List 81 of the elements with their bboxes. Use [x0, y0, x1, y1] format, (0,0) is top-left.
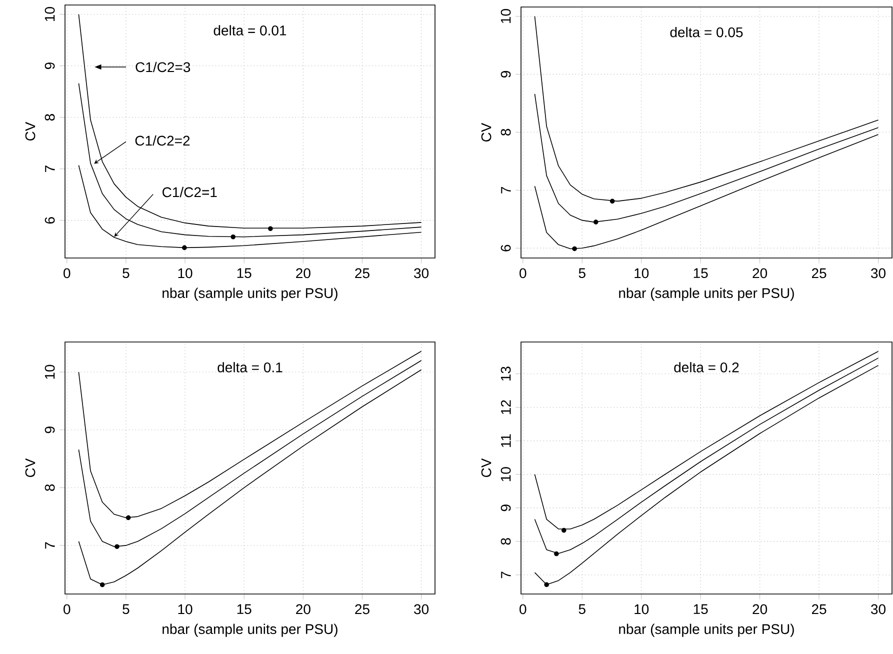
- y-tick-label: 10: [500, 467, 511, 482]
- x-tick-label: 0: [64, 604, 70, 614]
- annotation: C1/C2=3: [136, 62, 190, 72]
- point: [100, 582, 105, 588]
- x-tick-label: 30: [871, 268, 886, 278]
- y-tick-label: 9: [500, 71, 511, 78]
- y-axis-title: CV: [25, 458, 36, 478]
- y-tick-label: 7: [45, 542, 55, 549]
- y-tick-label: 6: [44, 217, 55, 224]
- x-axis-title: nbar (sample units per PSU): [619, 624, 794, 637]
- y-tick-label: 8: [44, 114, 55, 121]
- x-axis-title: nbar (sample units per PSU): [162, 288, 338, 301]
- x-tick-label: 10: [634, 268, 649, 278]
- annotation: delta = 0.01: [214, 25, 286, 36]
- y-tick-label: 10: [44, 7, 55, 21]
- y-tick-label: 8: [500, 538, 511, 545]
- x-tick-label: 30: [414, 604, 429, 614]
- x-axis-title: nbar (sample units per PSU): [162, 624, 338, 637]
- y-tick-label: 6: [500, 244, 511, 252]
- x-tick-label: 15: [694, 604, 708, 614]
- y-axis-title: CV: [25, 122, 36, 141]
- x-tick-label: 30: [871, 604, 886, 614]
- annotation: C1/C2=1: [162, 186, 217, 198]
- x-tick-label: 10: [178, 268, 192, 278]
- x-tick-label: 30: [414, 268, 429, 278]
- point: [544, 582, 549, 588]
- y-tick-label: 9: [500, 504, 511, 512]
- x-tick-label: 25: [355, 268, 370, 278]
- x-tick-label: 20: [752, 268, 768, 278]
- x-tick-label: 25: [355, 604, 370, 614]
- point: [554, 551, 559, 556]
- y-tick-label: 11: [501, 434, 511, 448]
- x-tick-label: 20: [296, 604, 310, 614]
- point: [126, 515, 131, 520]
- x-tick-label: 5: [578, 268, 586, 278]
- x-tick-label: 5: [578, 604, 586, 614]
- x-tick-label: 20: [296, 268, 310, 278]
- line-series: [534, 350, 879, 530]
- x-axis-title: nbar (sample units per PSU): [619, 288, 794, 301]
- x-tick-label: 15: [694, 268, 708, 278]
- y-tick-label: 9: [44, 426, 55, 434]
- point: [114, 544, 120, 550]
- x-tick-label: 0: [520, 268, 526, 278]
- x-tick-label: 25: [812, 268, 826, 278]
- line-series: [78, 360, 422, 548]
- y-tick-label: 7: [501, 572, 511, 578]
- y-axis-title: CV: [481, 458, 492, 478]
- annotation: C1/C2=2: [135, 135, 190, 146]
- y-tick-label: 10: [500, 9, 511, 23]
- point: [561, 528, 566, 533]
- x-tick-label: 20: [752, 604, 768, 614]
- x-tick-label: 15: [237, 268, 252, 278]
- point: [230, 234, 236, 240]
- x-tick-label: 15: [237, 604, 252, 614]
- x-tick-label: 0: [64, 268, 70, 278]
- x-tick-label: 0: [520, 604, 526, 614]
- y-tick-label: 13: [500, 366, 511, 381]
- x-tick-label: 10: [634, 604, 649, 614]
- point: [182, 245, 187, 250]
- y-tick-label: 8: [44, 484, 55, 491]
- point: [268, 226, 273, 232]
- annotation: delta = 0.2: [674, 362, 739, 372]
- y-tick-label: 9: [44, 62, 55, 70]
- y-tick-label: 10: [44, 364, 55, 379]
- line-series: [534, 16, 879, 202]
- point: [593, 220, 598, 224]
- annotation: delta = 0.05: [670, 26, 743, 38]
- y-axis-title: CV: [481, 122, 492, 142]
- annotation: delta = 0.1: [218, 362, 282, 372]
- x-tick-label: 25: [812, 604, 826, 614]
- y-tick-label: 8: [500, 128, 511, 136]
- x-tick-label: 10: [178, 604, 192, 614]
- x-tick-label: 5: [122, 268, 130, 278]
- y-tick-label: 7: [501, 187, 511, 194]
- point: [610, 198, 615, 204]
- line-series: [78, 82, 422, 238]
- x-tick-label: 5: [122, 604, 130, 614]
- y-tick-label: 12: [500, 400, 511, 414]
- y-tick-label: 7: [45, 166, 55, 172]
- line-series: [534, 134, 879, 250]
- point: [572, 246, 577, 252]
